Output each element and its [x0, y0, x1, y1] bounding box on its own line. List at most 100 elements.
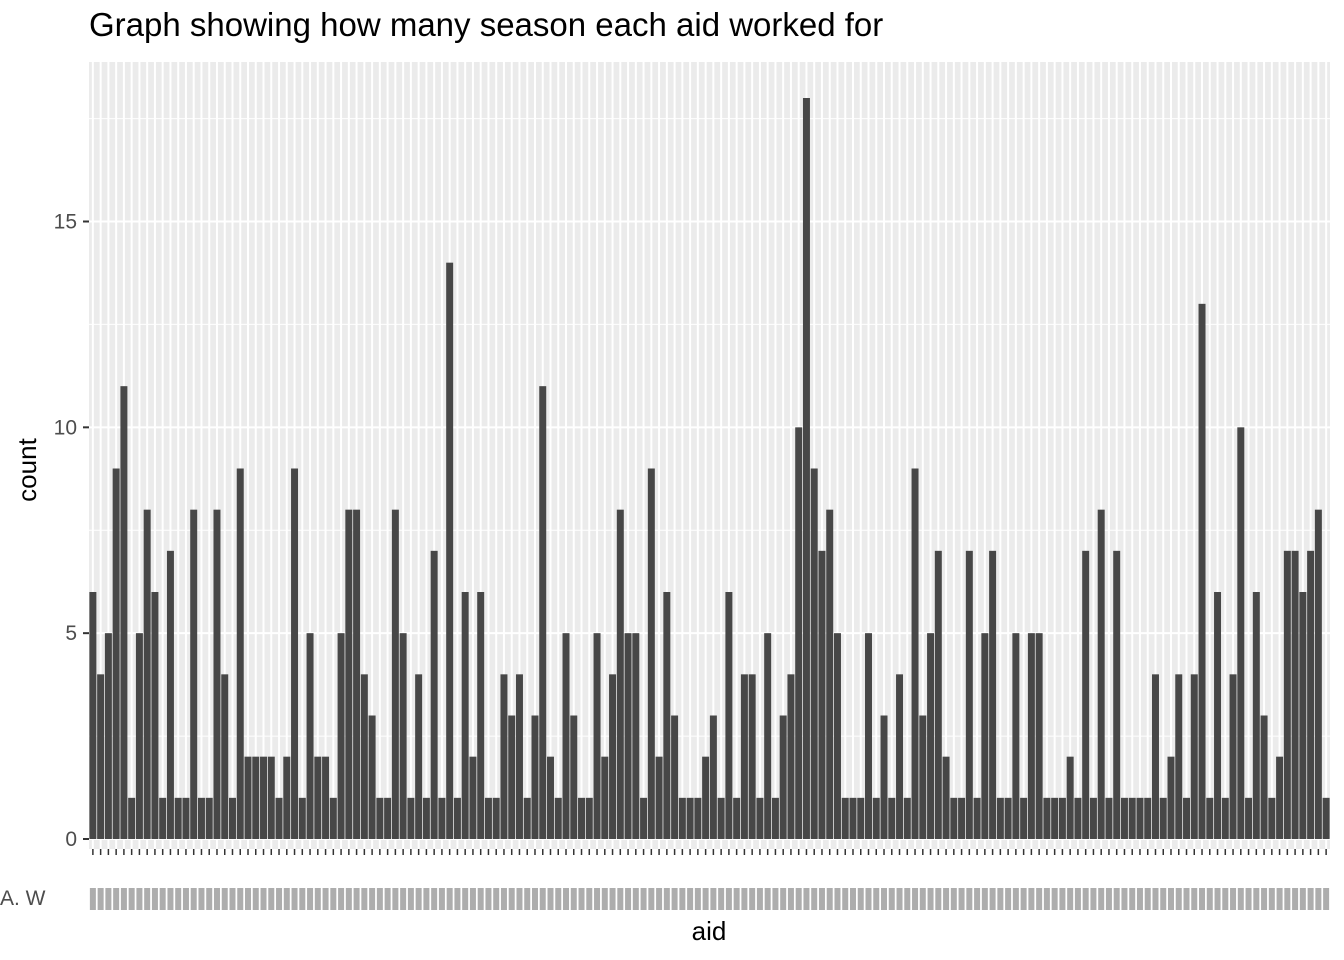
- major-gridlines: [89, 62, 1330, 849]
- x-tick-label-clutter: [213, 888, 220, 910]
- x-tick-label-clutter: [438, 888, 445, 910]
- x-tick-label-clutter: [586, 888, 593, 910]
- x-tick-label-clutter: [725, 888, 732, 910]
- bar: [1012, 633, 1020, 839]
- bar: [547, 756, 554, 839]
- x-tick-label-clutter: [1214, 888, 1221, 910]
- x-tick-label-clutter: [780, 888, 787, 910]
- x-tick-label-clutter: [229, 888, 236, 910]
- bar: [523, 797, 531, 839]
- x-tick-label-clutter: [369, 888, 376, 910]
- bar: [725, 592, 733, 839]
- x-tick-label-clutter: [888, 888, 895, 910]
- x-tick-label-clutter: [601, 888, 608, 910]
- bar: [197, 797, 205, 839]
- x-tick-label-clutter: [1230, 888, 1237, 910]
- x-tick-label-clutter: [237, 888, 244, 910]
- bar: [1198, 303, 1206, 839]
- x-tick-label-clutter: [1191, 888, 1198, 910]
- bar: [1089, 797, 1097, 839]
- x-tick-label-clutter: [671, 888, 678, 910]
- x-tick-label-clutter: [260, 888, 267, 910]
- x-tick-label-clutter: [531, 888, 538, 910]
- x-tick-label-clutter: [896, 888, 903, 910]
- bar: [120, 386, 128, 839]
- x-tick-label-clutter: [648, 888, 655, 910]
- x-tick-label-clutter: [943, 888, 950, 910]
- bar: [97, 674, 105, 839]
- bar: [1058, 797, 1066, 839]
- bar: [671, 715, 679, 839]
- bar: [981, 633, 989, 839]
- bar: [1322, 797, 1330, 839]
- y-tick-label: 10: [54, 416, 77, 439]
- bar: [407, 797, 415, 839]
- x-tick-label-clutter: [617, 888, 624, 910]
- bar: [174, 797, 182, 839]
- x-tick-label-clutter: [384, 888, 391, 910]
- x-tick-label-clutter: [120, 888, 127, 910]
- bar: [492, 797, 500, 839]
- bar: [461, 592, 469, 839]
- x-tick-label-clutter: [1261, 888, 1268, 910]
- x-tick-label-clutter: [1113, 888, 1120, 910]
- x-tick-label-clutter: [1129, 888, 1136, 910]
- bar: [989, 550, 997, 839]
- bar: [221, 674, 229, 839]
- bar: [717, 797, 725, 839]
- bar: [857, 797, 865, 839]
- bar: [360, 674, 368, 839]
- x-tick-label-clutter: [330, 888, 337, 910]
- x-tick-label-clutter: [268, 888, 275, 910]
- x-tick-label-clutter: [128, 888, 135, 910]
- x-tick-label-clutter: [97, 888, 104, 910]
- x-tick-label-clutter: [857, 888, 864, 910]
- bar: [205, 797, 213, 839]
- x-tick-label-clutter: [958, 888, 965, 910]
- x-tick-label-clutter: [1059, 888, 1066, 910]
- bar: [554, 797, 562, 839]
- bar: [818, 550, 826, 839]
- x-tick-label-clutter: [570, 888, 577, 910]
- bar: [601, 756, 609, 839]
- bar: [539, 386, 547, 839]
- bar: [849, 797, 857, 839]
- x-tick-label-clutter: [175, 888, 182, 910]
- x-tick-label-clutter: [826, 888, 833, 910]
- x-tick-label-clutter: [702, 888, 709, 910]
- y-tick-label: 5: [65, 622, 77, 645]
- x-tick-label-clutter: [144, 888, 151, 910]
- x-tick-label-clutter: [764, 888, 771, 910]
- x-tick-label-clutter: [182, 888, 189, 910]
- x-tick-label-clutter: [1307, 888, 1314, 910]
- x-tick-label-clutter: [1292, 888, 1299, 910]
- x-tick-label-clutter: [950, 888, 957, 910]
- bar: [1051, 797, 1059, 839]
- bar: [1268, 797, 1276, 839]
- x-tick-label-clutter: [1199, 888, 1206, 910]
- x-tick-label-clutter: [834, 888, 841, 910]
- bar: [748, 674, 756, 839]
- x-tick-label-clutter: [1090, 888, 1097, 910]
- bar: [771, 797, 779, 839]
- x-tick-label-clutter: [1276, 888, 1283, 910]
- x-tick-label-clutter: [307, 888, 314, 910]
- chart-title: Graph showing how many season each aid w…: [89, 6, 884, 43]
- bar: [151, 592, 159, 839]
- x-tick-label-clutter: [136, 888, 143, 910]
- bar: [640, 797, 648, 839]
- x-tick-label-clutter: [462, 888, 469, 910]
- x-tick-label-clutter: [1245, 888, 1252, 910]
- bar: [213, 509, 221, 839]
- x-tick-label-clutter: [849, 888, 856, 910]
- bar: [578, 797, 586, 839]
- x-tick-label-clutter: [694, 888, 701, 910]
- x-tick-label-clutter: [113, 888, 120, 910]
- bar: [585, 797, 593, 839]
- bar: [903, 797, 911, 839]
- y-axis-title: count: [12, 437, 42, 501]
- x-tick-label-clutter: [803, 888, 810, 910]
- bar: [647, 468, 655, 839]
- bar: [291, 468, 299, 839]
- x-tick-label-clutter: [446, 888, 453, 910]
